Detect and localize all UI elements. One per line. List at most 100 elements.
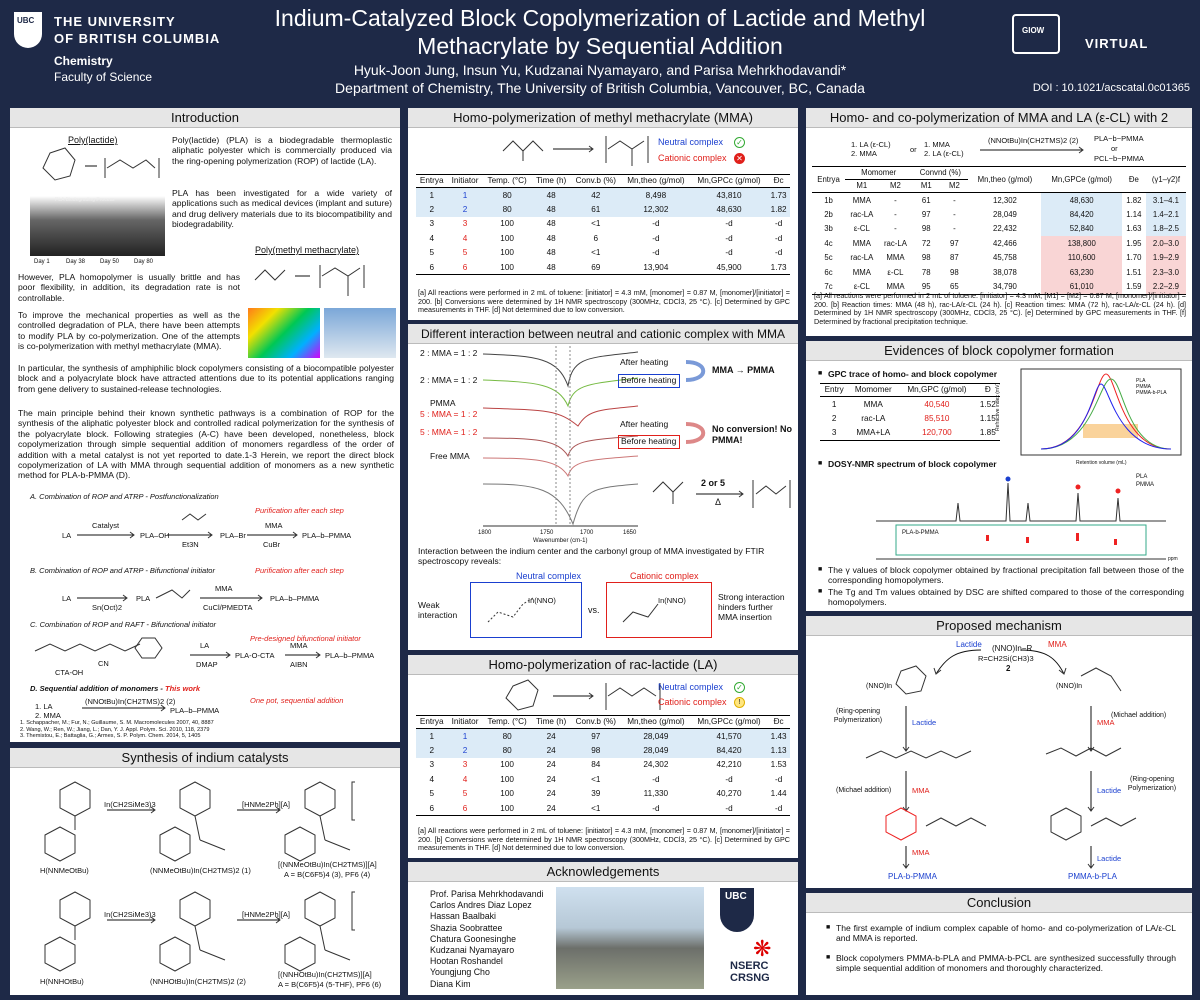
header: UBC THE UNIVERSITY OF BRITISH COLUMBIA C… [0,0,1200,100]
polygon [284,936,316,972]
table-row: 1 1 80 48 42 8,498 43,810 1.73 [416,187,790,202]
axis-tick: 1650 [623,530,637,536]
table-cell: 4 [462,774,468,784]
name: Carlos Andres Diaz Lopez [430,900,532,911]
polyline [1087,746,1095,752]
mma-panel: Homo-polymerization of methyl methacryla… [408,108,798,320]
department: Chemistry [54,54,113,68]
crsng: CRSNG [730,972,770,984]
table-cell: 1.95 [1126,238,1142,248]
axis-tick: 1800 [478,530,492,536]
spectrum-label: 5 : MMA = 1 : 2 [420,427,478,437]
name: Prof. Parisa Mehrkhodavandi [430,889,544,899]
table-cell: 24 [531,801,571,816]
paragraph: Poly(lactide) (PLA) is a biodegradable t… [172,135,392,166]
table-cell: 1.43 [767,728,790,743]
table-cell: 1.73 [767,187,790,202]
path [685,422,706,444]
table-cell: 1.44 [770,789,787,799]
table-cell: 65 [940,279,969,295]
table-row: 3 3 100 48 <1 -d -d -d [416,217,790,232]
legend-item: PMMA [1136,482,1154,488]
table-row: 6 6 100 24 <1 -d -d -d [416,801,790,816]
table-cell: 42,210 [716,760,742,770]
table-head: Entry Momomer Mn,GPC (g/mol) Đ [820,383,1000,397]
table-cell: MMA [852,238,871,248]
legend-item: Cationic complex [658,697,727,707]
column-header: Entrya [416,174,448,188]
polygon [505,679,539,711]
column-header: Đ [975,383,1000,397]
ubc-logo-text: UBC [725,891,747,902]
polyline [351,891,355,931]
pmma-structure [254,265,365,296]
la-panel: Homo-polymerization of rac-lactide (LA) … [408,655,798,858]
compound-label: [(NNHOtBu)In(CH2TMS)][A] [278,970,372,979]
column-header: Conv.b (%) [570,174,622,188]
day-label: Day 1 [34,259,50,265]
state-box [618,374,680,388]
scheme-text: Catalyst [92,521,120,530]
affiliation: Department of Chemistry, The University … [335,80,865,96]
product: PLA−b−PMMA [1094,134,1144,143]
table-cell: 34,790 [968,279,1042,295]
table-cell: 52,840 [1041,221,1122,236]
catalyst-structures [44,781,355,972]
compound-label: A = B(C6F5)4 (3), PF6 (4) [284,870,371,879]
table-cell: 6 [593,233,599,243]
table-cell: 2 [416,202,448,217]
table-cell: 43,810 [690,187,768,202]
table-row: 5c rac-LA MMA 98 87 45,758 110,600 1.70 1.9–2.9 [812,250,1186,265]
path [482,377,639,408]
line [319,925,326,951]
table-cell: 1 [416,187,448,202]
scheme-text: Et3N [182,540,199,549]
table-row: 7c ε-CL MMA 95 65 34,790 61,010 1.59 2.2–2.9 [812,279,1186,295]
dosy-spectrum [876,476,1166,560]
or: or [910,145,917,154]
route: 1. LA (ε-CL) [851,140,891,149]
column-header: Entrya [416,715,448,729]
scheme-text: PLA–b–PMMA [302,531,352,540]
path [685,360,706,382]
path [482,455,639,478]
polyline [588,145,594,153]
polygon [304,891,336,927]
table-cell: 8,498 [621,187,691,202]
axis-label: Retention volume (mL) [1076,460,1127,466]
table-cell: <1 [591,774,601,784]
polygon [304,781,336,817]
column-header: Momomer [848,383,899,397]
section-heading: Homo-polymerization of methyl methacryla… [408,108,798,128]
copolymer-table: Entrya Momomer Convnd (%) Mn,theo (g/mol… [812,166,1186,295]
table-cell: 1 [831,399,837,409]
step-label: (Michael addition) [836,787,892,794]
product: PLA-b-PMMA [888,872,937,881]
table-cell: 1.73 [767,260,790,275]
polyline [155,589,191,599]
column-header: Convnd (%) [912,166,969,180]
path [482,351,639,388]
route: 2. LA (ε-CL) [924,149,964,158]
coordination-sketch [487,597,659,623]
cationic-box [606,582,712,638]
g [284,891,355,972]
section-heading: Introduction [10,108,400,128]
table-cell: 11,330 [643,789,669,799]
table-cell: 80 [482,202,532,217]
bullet: DOSY-NMR spectrum of block copolymer [818,459,1008,470]
table-cell: 28,049 [621,728,691,743]
table-cell: 1.53 [770,760,787,770]
polyline [129,531,135,539]
polygon [179,781,211,817]
table-cell: MMA [886,253,905,263]
table-cell: 2.0–3.0 [1145,236,1186,251]
table-cell: - [894,224,897,234]
table-cell: 6c [824,267,833,277]
compound-label: (NNHOtBu)In(CH2TMS)2 (2) [150,977,246,986]
table-cell: 97 [950,238,959,248]
polyline [207,531,213,539]
table-cell: -d [725,774,733,784]
line [324,839,351,851]
